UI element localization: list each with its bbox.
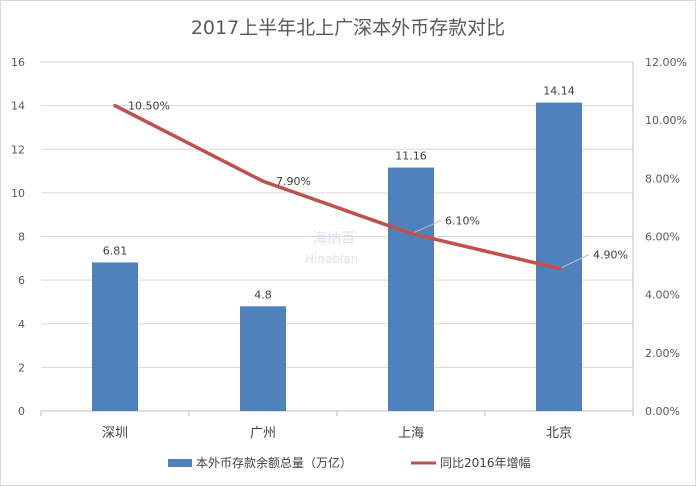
line-value-label: 10.50% xyxy=(128,100,170,113)
y-right-tick-label: 4.00% xyxy=(645,289,680,302)
legend-swatch-bar xyxy=(168,459,192,467)
y-left-tick-label: 10 xyxy=(11,187,25,200)
bar xyxy=(92,262,138,411)
line-point xyxy=(261,179,265,183)
y-left-tick-label: 4 xyxy=(18,318,25,331)
line-value-label: 4.90% xyxy=(593,248,628,261)
watermark: 海纳百 Hinablan xyxy=(305,231,358,266)
y-left-tick-label: 6 xyxy=(18,274,25,287)
x-tick-label: 北京 xyxy=(546,426,572,441)
line-point xyxy=(409,232,413,236)
bar xyxy=(536,102,582,411)
y-right-tick-label: 8.00% xyxy=(645,172,680,185)
y-left-tick-label: 12 xyxy=(11,143,25,156)
line-value-label: 7.90% xyxy=(276,175,311,188)
bar-value-label: 6.81 xyxy=(103,244,128,257)
y-right-tick-label: 0.00% xyxy=(645,405,680,418)
y-right-tick-label: 2.00% xyxy=(645,347,680,360)
y-left-tick-label: 16 xyxy=(11,56,25,69)
y-left-tick-label: 14 xyxy=(11,100,25,113)
x-tick-label: 广州 xyxy=(250,426,276,441)
x-tick-label: 上海 xyxy=(398,426,424,441)
bar-series xyxy=(92,102,582,411)
line-series xyxy=(113,103,561,271)
line-point xyxy=(557,266,561,270)
bar xyxy=(240,306,286,411)
watermark-latin: Hinablan xyxy=(305,252,358,266)
watermark-text: 海纳百 xyxy=(313,231,355,247)
y-right-tick-label: 10.00% xyxy=(645,114,687,127)
growth-line xyxy=(113,103,561,271)
y-left-tick-label: 8 xyxy=(18,231,25,244)
line-point xyxy=(113,104,117,108)
x-tick-label: 深圳 xyxy=(102,426,128,441)
y-right-tick-label: 12.00% xyxy=(645,56,687,69)
line-value-label: 6.10% xyxy=(445,215,480,228)
gridlines xyxy=(41,61,633,412)
line-label-leader xyxy=(561,254,590,268)
y-left-tick-label: 2 xyxy=(18,361,25,374)
bar-value-label: 14.14 xyxy=(543,85,575,98)
axes: 0 2 4 6 8 10 12 14 16 0.00% 2.00% 4.00% 6.00% 8.00% 10… xyxy=(11,56,687,441)
bar-value-label: 4.8 xyxy=(254,288,272,301)
legend: 本外币存款余额总量（万亿） 同比2016年增幅 xyxy=(168,455,531,470)
legend-label-bar: 本外币存款余额总量（万亿） xyxy=(196,455,352,470)
y-left-tick-label: 0 xyxy=(18,405,25,418)
y-right-tick-label: 6.00% xyxy=(645,231,680,244)
line-label-leader xyxy=(413,220,442,234)
bar xyxy=(388,167,434,411)
legend-label-line: 同比2016年增幅 xyxy=(440,455,531,470)
chart-title: 2017上半年北上广深本外币存款对比 xyxy=(191,17,505,39)
bar-value-label: 11.16 xyxy=(395,150,427,163)
data-labels: 6.81 4.8 11.16 14.14 10.50% 7.90% 6.10% 4.90% xyxy=(103,85,628,302)
